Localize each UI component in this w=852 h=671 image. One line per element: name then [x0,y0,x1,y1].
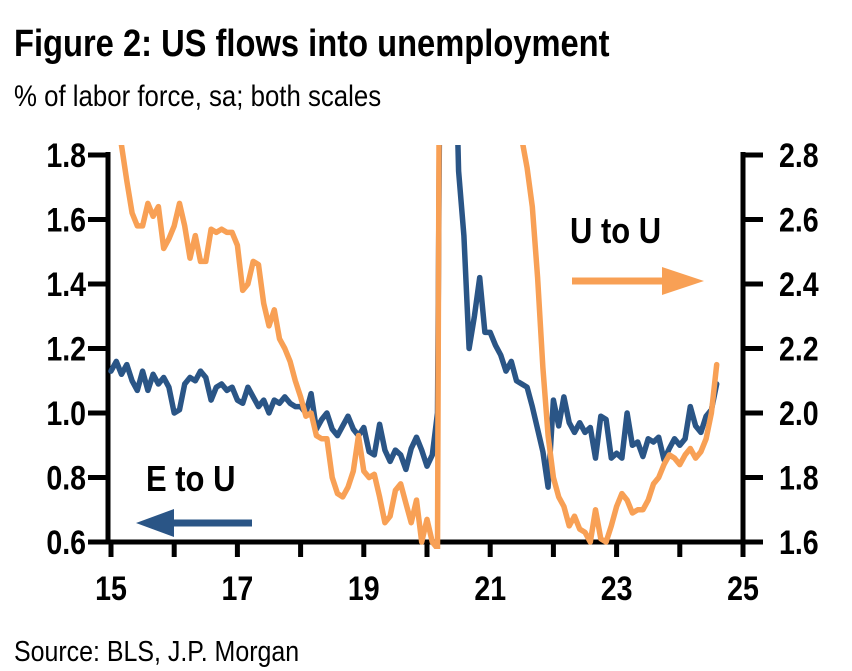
series-line-u-to-u [118,145,720,549]
series-label-u-to-u: U to U [570,210,662,251]
figure-title: Figure 2: US flows into unemployment [14,23,610,65]
left-axis-tick-label: 0.8 [46,459,86,497]
series-label-e-to-u: E to U [146,458,236,499]
left-axis-tick-label: 1.6 [46,201,86,239]
right-axis-tick-label: 1.6 [779,524,819,562]
source-note: Source: BLS, J.P. Morgan [14,636,300,668]
figure-subtitle: % of labor force, sa; both scales [14,80,382,113]
series-line-e-to-u [108,145,720,490]
right-axis-tick-label: 2.2 [779,330,819,368]
left-axis-tick-label: 0.6 [46,524,86,562]
right-axis-tick-label: 2.8 [779,137,819,175]
x-axis-tick-label: 23 [601,570,633,608]
x-axis-tick-label: 19 [348,570,380,608]
right-axis-tick-label: 2.0 [779,395,819,433]
x-axis-tick-label: 17 [222,570,254,608]
x-axis-tick-label: 15 [95,570,127,608]
left-axis-tick-label: 1.0 [46,395,86,433]
axes [88,152,763,557]
right-axis-tick-label: 2.4 [779,266,819,304]
x-axis-tick-label: 21 [474,570,506,608]
left-axis-tick-label: 1.2 [46,330,86,368]
u-to-u-arrow [572,267,704,295]
left-axis-tick-label: 1.8 [46,137,86,175]
left-axis-tick-label: 1.4 [46,266,86,304]
right-axis-tick-label: 1.8 [779,459,819,497]
right-axis-tick-label: 2.6 [779,201,819,239]
e-to-u-arrow [136,509,252,537]
x-axis-tick-label: 25 [727,570,759,608]
